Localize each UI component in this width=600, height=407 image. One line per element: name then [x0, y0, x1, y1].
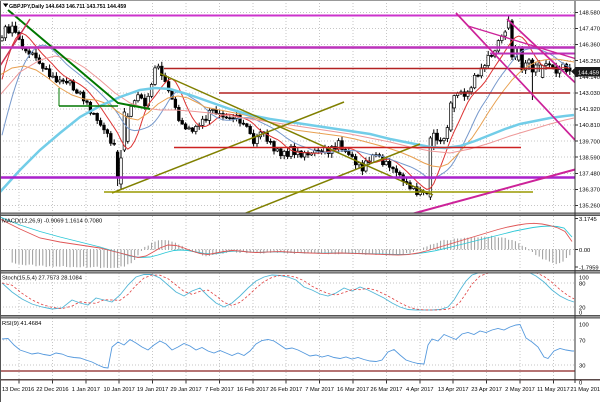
- svg-text:138.590: 138.590: [579, 155, 600, 161]
- svg-text:135.260: 135.260: [579, 204, 600, 210]
- svg-text:7 Mar 2017: 7 Mar 2017: [305, 387, 334, 393]
- svg-text:RSI(9) 41.4684: RSI(9) 41.4684: [2, 321, 42, 327]
- svg-text:22 Dec 2016: 22 Dec 2016: [36, 387, 68, 393]
- svg-text:143.030: 143.030: [579, 91, 600, 97]
- svg-text:16 Mar 2017: 16 Mar 2017: [337, 387, 369, 393]
- svg-text:136.370: 136.370: [579, 188, 600, 194]
- svg-text:145.250: 145.250: [579, 59, 600, 65]
- svg-text:16 Feb 2017: 16 Feb 2017: [237, 387, 269, 393]
- svg-text:1 Jan 2017: 1 Jan 2017: [72, 387, 100, 393]
- svg-text:26 Feb 2017: 26 Feb 2017: [270, 387, 302, 393]
- svg-text:-1.7959: -1.7959: [579, 266, 599, 272]
- svg-text:7 Feb 2017: 7 Feb 2017: [205, 387, 234, 393]
- svg-text:0.00: 0.00: [579, 248, 590, 254]
- svg-text:19 Jan 2017: 19 Jan 2017: [137, 387, 168, 393]
- svg-text:20: 20: [579, 306, 585, 312]
- svg-text:100: 100: [579, 276, 589, 282]
- svg-text:23 Apr 2017: 23 Apr 2017: [471, 387, 502, 393]
- svg-text:139.700: 139.700: [579, 139, 600, 145]
- svg-text:10 Jan 2017: 10 Jan 2017: [104, 387, 135, 393]
- svg-text:141.920: 141.920: [579, 107, 600, 113]
- svg-text:4 Apr 2017: 4 Apr 2017: [406, 387, 434, 393]
- svg-text:13 Dec 2016: 13 Dec 2016: [2, 387, 34, 393]
- svg-text:3.1745: 3.1745: [579, 217, 597, 223]
- svg-text:MACD(12,26,9) -0.9069 1.1614 0: MACD(12,26,9) -0.9069 1.1614 0.7080: [2, 219, 102, 225]
- svg-text:13 Apr 2017: 13 Apr 2017: [438, 387, 469, 393]
- svg-text:140.810: 140.810: [579, 123, 600, 129]
- svg-text:70: 70: [579, 339, 585, 345]
- svg-text:137.480: 137.480: [579, 172, 600, 178]
- svg-text:Stoch(15,5,4) 27.7573 28.1084: Stoch(15,5,4) 27.7573 28.1084: [2, 276, 83, 282]
- svg-text:0: 0: [579, 311, 582, 317]
- svg-text:144.459: 144.459: [578, 71, 599, 77]
- svg-text:0: 0: [579, 381, 582, 387]
- svg-text:GBPJPY,Daily 144.643 146.711 1: GBPJPY,Daily 144.643 146.711 143.751 144…: [9, 4, 126, 10]
- svg-text:21 May 2017: 21 May 2017: [570, 387, 600, 393]
- svg-text:148.580: 148.580: [579, 11, 600, 17]
- svg-text:100: 100: [579, 323, 589, 329]
- svg-text:80: 80: [579, 282, 585, 288]
- svg-text:147.470: 147.470: [579, 27, 600, 33]
- svg-text:144.140: 144.140: [579, 75, 600, 81]
- svg-text:26 Mar 2017: 26 Mar 2017: [370, 387, 402, 393]
- svg-text:30: 30: [579, 364, 585, 370]
- svg-text:2 May 2017: 2 May 2017: [505, 387, 535, 393]
- svg-text:11 May 2017: 11 May 2017: [537, 387, 569, 393]
- svg-text:29 Jan 2017: 29 Jan 2017: [170, 387, 201, 393]
- svg-text:146.360: 146.360: [579, 43, 600, 49]
